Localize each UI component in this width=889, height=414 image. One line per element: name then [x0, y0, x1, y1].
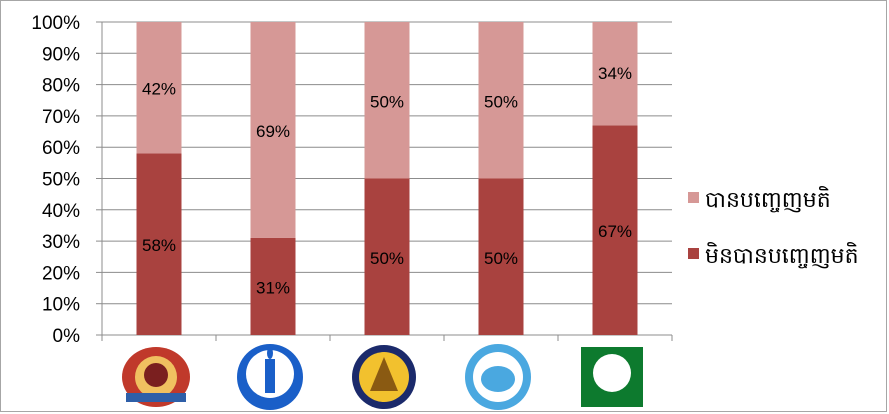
- bar-segment-expressed: [592, 22, 638, 126]
- data-label-not-expressed: 58%: [142, 236, 176, 255]
- data-label-expressed: 69%: [256, 122, 290, 141]
- y-tick-label: 40%: [42, 201, 80, 222]
- data-label-expressed: 50%: [370, 92, 404, 111]
- legend: បានបញ្ចេញមតិ មិនបានបញ្ចេញមតិ: [688, 184, 884, 296]
- red-emblem-logo-icon: [122, 347, 190, 407]
- green-circle-logo-icon: [581, 347, 643, 407]
- y-tick-label: 10%: [42, 295, 80, 316]
- bar-segment-expressed: [364, 22, 410, 179]
- blue-map-logo-icon: [465, 344, 531, 410]
- blue-candle-logo-icon: [237, 344, 303, 410]
- legend-label-expressed: បានបញ្ចេញមតិ: [705, 188, 831, 213]
- data-label-not-expressed: 50%: [370, 249, 404, 268]
- bar-segment-not-expressed: [592, 125, 638, 335]
- y-tick-label: 30%: [42, 232, 80, 253]
- y-tick-label: 70%: [42, 107, 80, 128]
- bar-segment-not-expressed: [250, 237, 296, 335]
- data-label-expressed: 34%: [598, 64, 632, 83]
- data-label-expressed: 50%: [484, 92, 518, 111]
- data-label-not-expressed: 50%: [484, 249, 518, 268]
- legend-swatch-expressed: [688, 192, 699, 203]
- bar-segment-not-expressed: [364, 178, 410, 335]
- data-label-expressed: 42%: [142, 80, 176, 99]
- data-label-not-expressed: 67%: [598, 222, 632, 241]
- y-tick-label: 50%: [42, 170, 80, 191]
- bar-segment-expressed: [250, 22, 296, 238]
- legend-item-not-expressed: មិនបានបញ្ចេញមតិ: [688, 240, 884, 274]
- legend-item-expressed: បានបញ្ចេញមតិ: [688, 184, 884, 218]
- y-tick-label: 60%: [42, 138, 80, 159]
- legend-label-not-expressed: មិនបានបញ្ចេញមតិ: [705, 244, 859, 269]
- yellow-temple-logo-icon: [352, 345, 416, 409]
- bar-segment-not-expressed: [136, 153, 182, 335]
- data-label-not-expressed: 31%: [256, 278, 290, 297]
- bar-segment-expressed: [478, 22, 524, 179]
- legend-swatch-not-expressed: [688, 248, 699, 259]
- bar-segment-not-expressed: [478, 178, 524, 335]
- y-tick-label: 0%: [53, 326, 81, 347]
- y-tick-label: 90%: [42, 44, 80, 65]
- y-tick-label: 100%: [31, 13, 80, 34]
- y-tick-label: 20%: [42, 263, 80, 284]
- y-tick-label: 80%: [42, 76, 80, 97]
- bar-segment-expressed: [136, 22, 182, 154]
